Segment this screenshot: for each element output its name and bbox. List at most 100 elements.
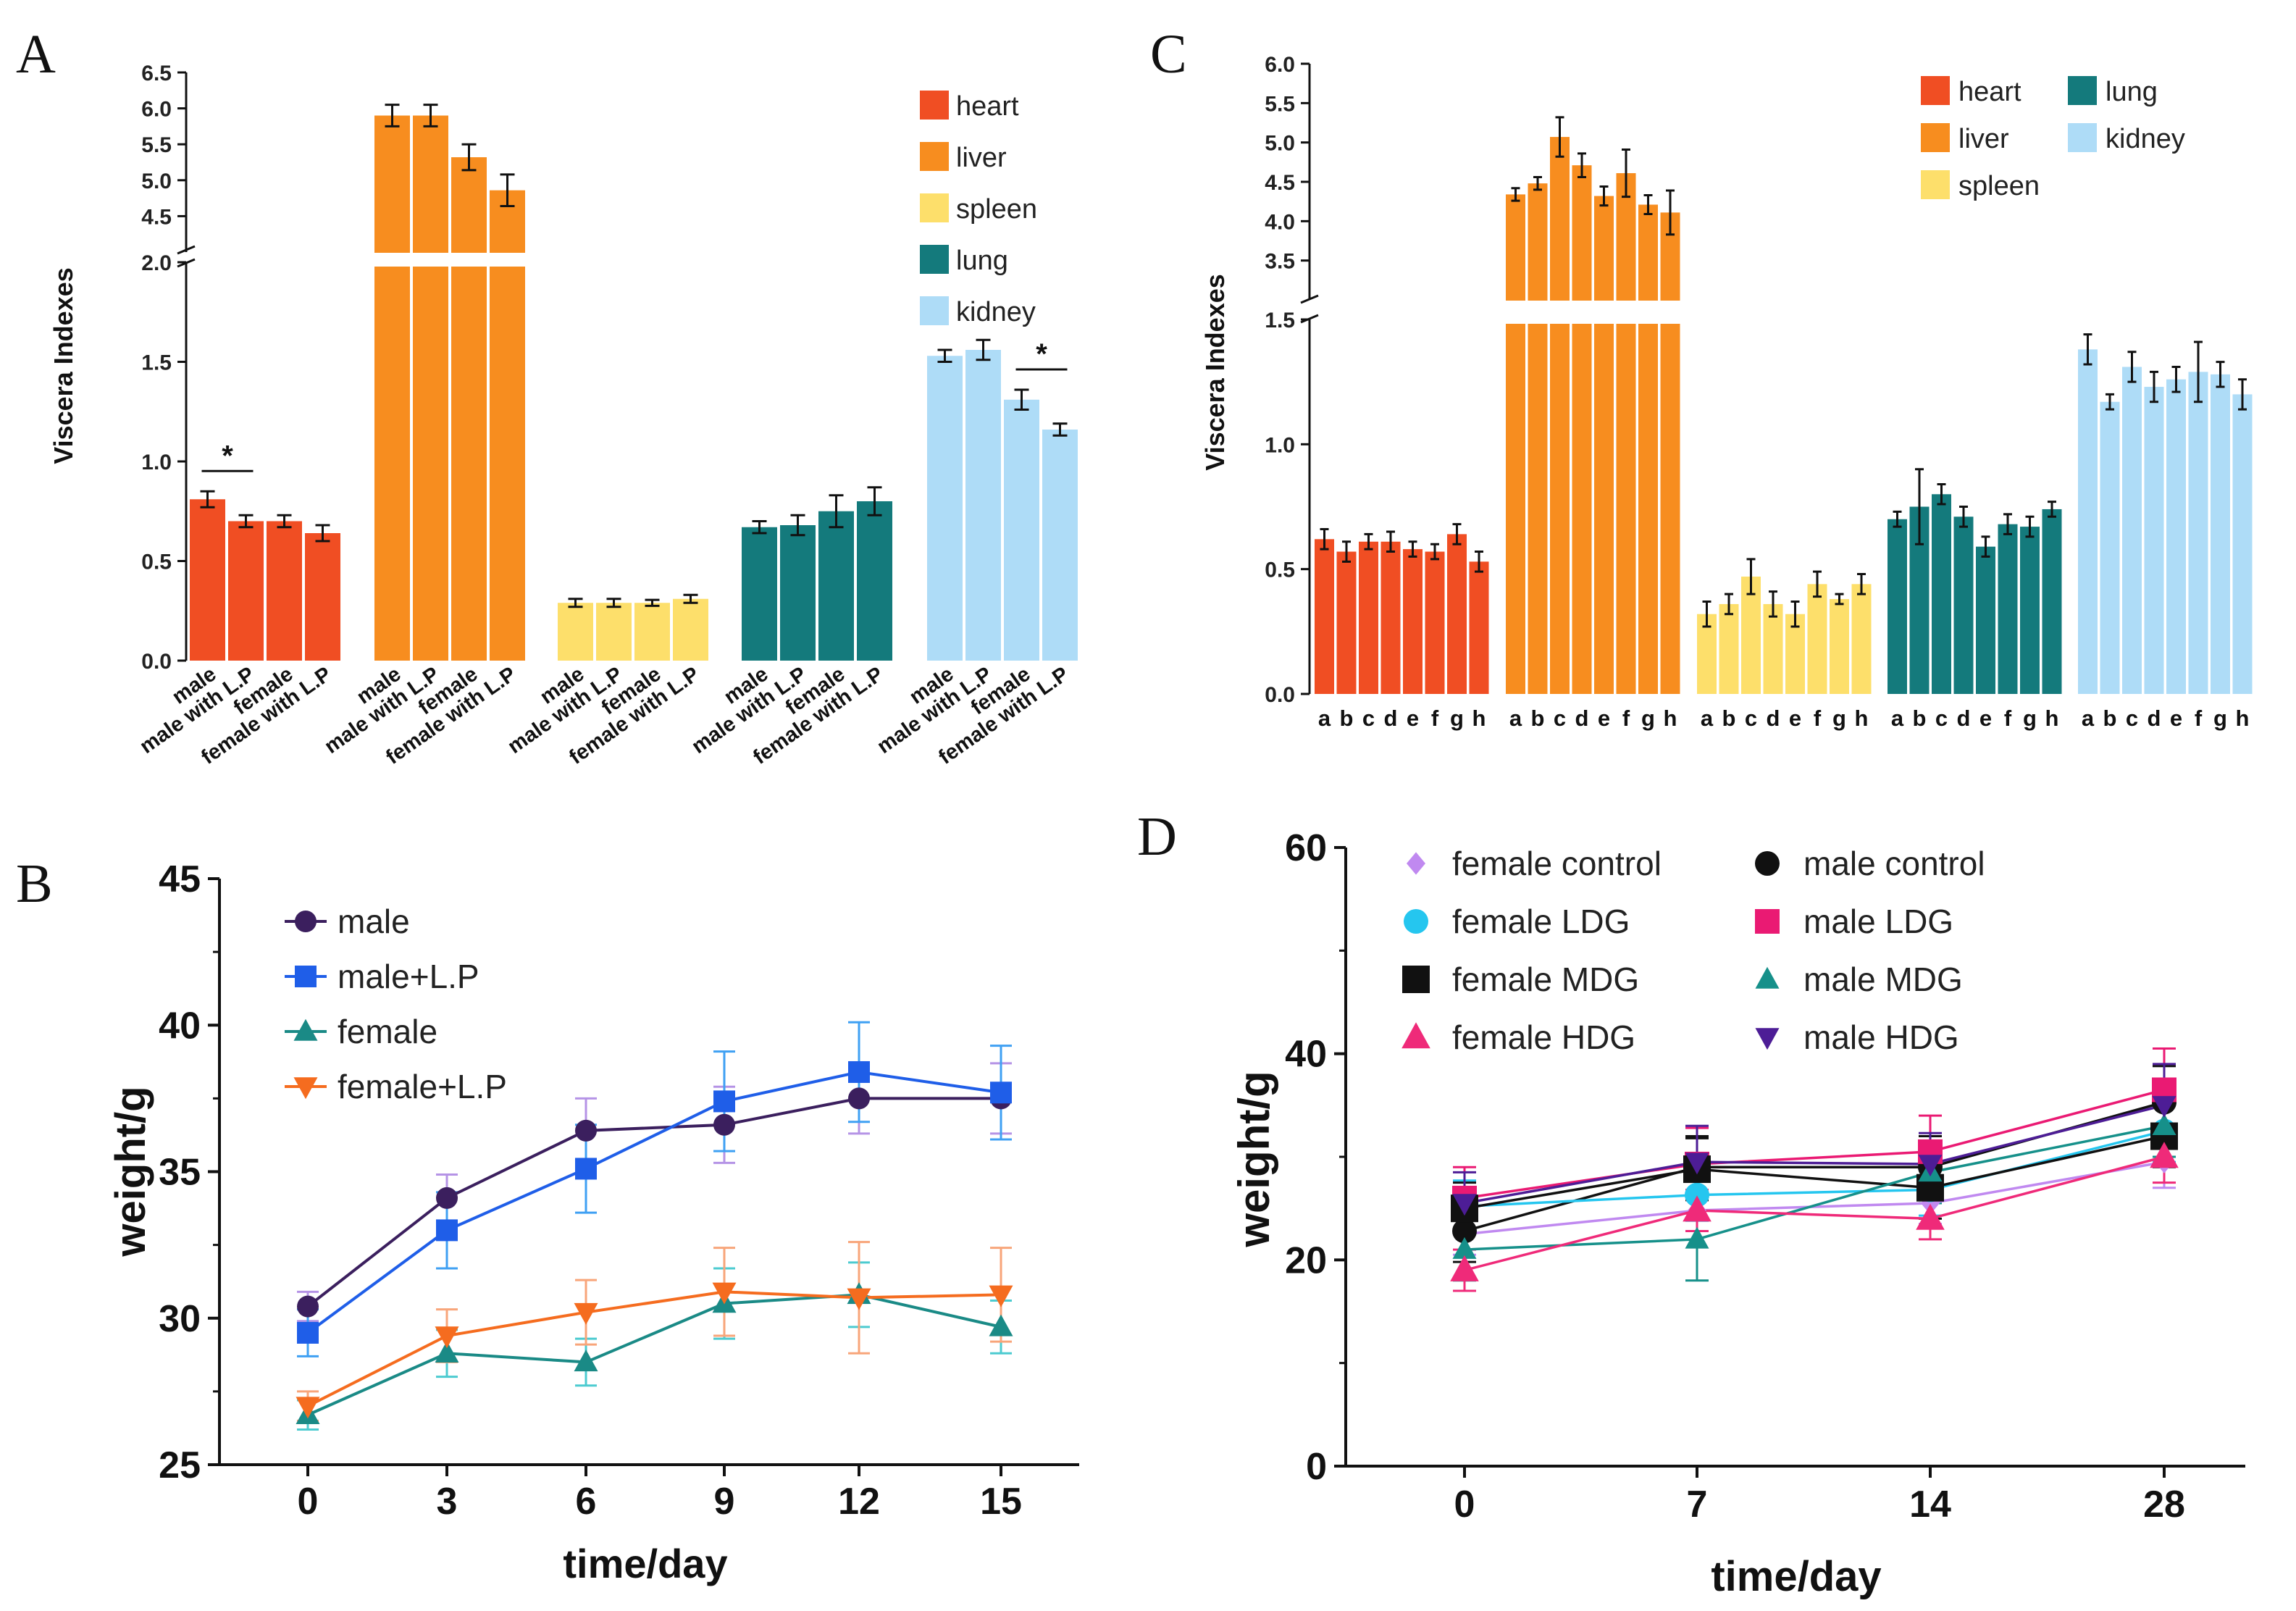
point-male-mdg	[1685, 1226, 1709, 1249]
legend-marker-female-mdg	[1402, 966, 1430, 993]
y-tick-label-a: 6.0	[141, 98, 172, 122]
error-bar-spleen	[1857, 573, 1866, 595]
y-tick-label-a: 0.5	[141, 551, 172, 574]
x-tick-label-c: f	[2195, 706, 2203, 731]
bar-liver-upper	[1528, 183, 1548, 301]
x-tick-label-b: 9	[714, 1481, 735, 1523]
x-tick-label-c: h	[2236, 706, 2250, 731]
x-tick-label-c: e	[1979, 706, 1992, 731]
y-tick-label-c: 4.0	[1265, 210, 1295, 234]
legend-label-liver: liver	[956, 143, 1007, 173]
bar-lung	[1976, 546, 1995, 694]
x-tick-label-c: d	[1575, 706, 1589, 731]
bar-kidney	[927, 356, 963, 661]
x-tick-label-c: d	[1957, 706, 1971, 731]
error-bar-heart	[1342, 540, 1351, 563]
axis-break-c	[1300, 294, 1319, 324]
bar-liver	[1594, 324, 1614, 694]
x-tick-label-c: b	[1913, 706, 1927, 731]
legend-label-female-ldg: female LDG	[1452, 903, 1630, 940]
legend-swatch-liver	[1921, 123, 1950, 152]
legend-marker-male-hdg	[1755, 1028, 1780, 1050]
bar-lung	[2020, 527, 2040, 694]
point-female	[574, 1350, 598, 1372]
point-male	[297, 1295, 319, 1318]
error-bar-spleen	[1702, 600, 1711, 628]
error-bar-heart	[1320, 528, 1329, 551]
bar-heart	[1403, 549, 1423, 694]
x-tick-label-b: 0	[298, 1481, 319, 1523]
bar-heart	[1315, 539, 1334, 694]
error-bar-liver	[1555, 116, 1564, 158]
error-bar-kidney	[2171, 365, 2181, 393]
error-bar-lung	[1959, 506, 1968, 528]
error-bar-kidney	[2150, 370, 2158, 403]
bar-lung	[2042, 509, 2062, 694]
series-line-male-ldg	[1464, 1088, 2165, 1200]
chart-a: 0.0 0.5 1.0 1.5 2.0 4.5 5.0 5.5 6.0 6.5 Viscera In…	[49, 62, 1078, 769]
bar-liver	[1660, 324, 1680, 694]
legend-label-liver: liver	[1958, 124, 2009, 154]
error-bar-liver	[461, 143, 477, 172]
bar-liver-upper	[451, 157, 487, 253]
y-tick-label-a: 4.5	[141, 205, 172, 229]
bar-spleen	[1830, 599, 1849, 694]
y-tick-label-b: 35	[159, 1152, 201, 1194]
x-tick-label-d: 7	[1687, 1484, 1708, 1526]
error-bar-heart	[200, 490, 215, 509]
legend-label-female: female	[338, 1013, 437, 1050]
error-bar-spleen	[1769, 590, 1777, 618]
error-bar-liver	[423, 104, 438, 127]
x-tick-label-c: c	[1362, 706, 1375, 731]
axis-break-a	[177, 245, 196, 268]
point-male-l-p	[990, 1081, 1012, 1104]
error-bar-kidney	[976, 338, 991, 361]
bar-kidney	[2166, 379, 2186, 694]
legend-label-spleen: spleen	[956, 194, 1037, 225]
y-tick-label-c: 6.0	[1265, 53, 1295, 77]
x-axis-title-b: time/day	[563, 1541, 727, 1586]
y-tick-label-c: 5.5	[1265, 92, 1295, 116]
x-tick-label-c: e	[1598, 706, 1610, 731]
legend-label-male-ldg: male LDG	[1803, 903, 1953, 940]
bar-kidney	[2078, 349, 2098, 694]
bar-spleen	[1763, 603, 1783, 694]
legend-label-male-control: male control	[1803, 845, 1985, 882]
error-bar-heart	[1430, 543, 1439, 561]
bar-liver	[1550, 324, 1570, 694]
bar-liver-upper	[1638, 204, 1658, 301]
x-tick-label-c: c	[1935, 706, 1948, 731]
y-tick-label-c: 3.5	[1265, 250, 1295, 274]
point-female-hdg	[1450, 1255, 1479, 1281]
bar-lung	[1953, 516, 1974, 694]
point-female-l-p	[574, 1302, 598, 1325]
bar-lung	[1888, 519, 1907, 694]
legend-swatch-kidney	[2068, 123, 2097, 152]
x-tick-label-c: a	[1318, 706, 1331, 731]
bar-lung	[1932, 494, 1951, 694]
legend-swatch-spleen	[1921, 170, 1950, 199]
error-bar-kidney	[2127, 351, 2137, 383]
panel-label-b: B	[16, 853, 53, 914]
point-male	[575, 1119, 597, 1142]
error-bar-lung	[2025, 515, 2035, 538]
chart-b: 25 30 35 40 45 0 3 6 9 12 15 time/day weight/g male ma…	[107, 858, 1079, 1586]
x-tick-label-c: a	[1509, 706, 1522, 731]
legend-label-kidney: kidney	[2106, 124, 2185, 154]
y-tick-label-c: 5.0	[1265, 132, 1295, 156]
bar-liver	[1506, 324, 1525, 694]
error-bar-spleen	[1725, 593, 1733, 616]
bar-heart	[190, 499, 225, 661]
x-tick-label-d: 0	[1454, 1484, 1475, 1526]
series-line-male-mdg	[1464, 1124, 2165, 1251]
point-male-hdg	[1685, 1152, 1709, 1175]
legend-marker-female-l-p	[293, 1077, 318, 1100]
point-male-mdg	[1452, 1237, 1477, 1259]
error-bar-heart	[1452, 523, 1462, 545]
error-bar-heart	[315, 524, 330, 543]
y-tick-label-b: 40	[159, 1005, 201, 1047]
y-tick-label-d: 60	[1285, 827, 1327, 869]
error-bar-lung	[829, 494, 844, 529]
y-tick-label-d: 20	[1285, 1239, 1327, 1281]
bar-kidney	[1004, 399, 1039, 661]
